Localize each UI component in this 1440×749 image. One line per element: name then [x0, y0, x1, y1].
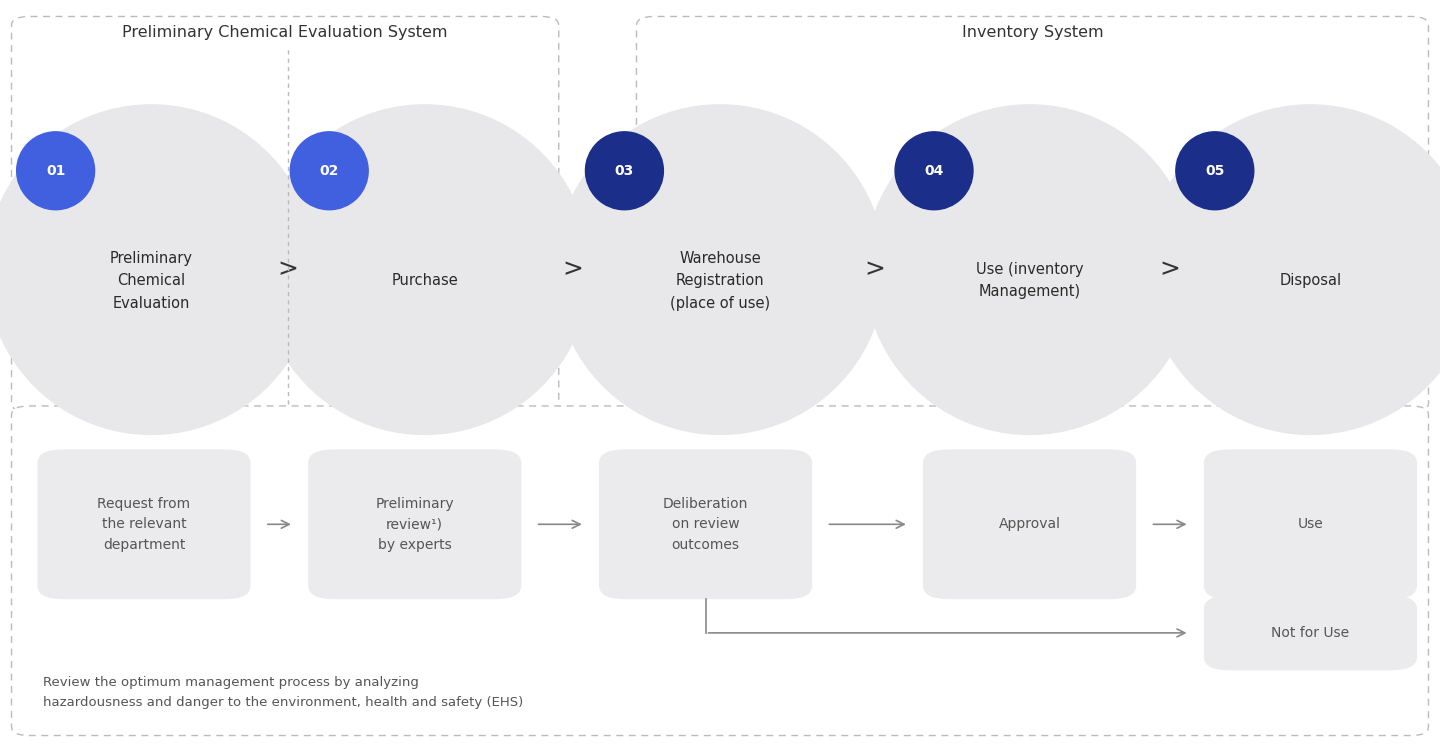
Text: 01: 01	[46, 164, 65, 178]
Text: Inventory System: Inventory System	[962, 25, 1103, 40]
Ellipse shape	[556, 105, 884, 434]
Text: 05: 05	[1205, 164, 1224, 178]
Text: >: >	[278, 258, 298, 282]
FancyBboxPatch shape	[12, 16, 559, 412]
Ellipse shape	[1176, 132, 1254, 210]
Text: Purchase: Purchase	[392, 273, 458, 288]
FancyBboxPatch shape	[12, 406, 1428, 736]
FancyBboxPatch shape	[1204, 595, 1417, 670]
Text: 04: 04	[924, 164, 943, 178]
Text: >: >	[562, 258, 583, 282]
Ellipse shape	[1146, 105, 1440, 434]
Text: Use: Use	[1297, 518, 1323, 531]
Ellipse shape	[896, 132, 973, 210]
Text: Preliminary
Chemical
Evaluation: Preliminary Chemical Evaluation	[109, 251, 193, 311]
Ellipse shape	[865, 105, 1194, 434]
Text: Warehouse
Registration
(place of use): Warehouse Registration (place of use)	[670, 251, 770, 311]
FancyBboxPatch shape	[308, 449, 521, 599]
Text: 02: 02	[320, 164, 338, 178]
Text: Request from
the relevant
department: Request from the relevant department	[98, 497, 190, 552]
Ellipse shape	[291, 132, 369, 210]
Ellipse shape	[586, 132, 664, 210]
Text: Disposal: Disposal	[1279, 273, 1342, 288]
FancyBboxPatch shape	[37, 449, 251, 599]
Text: Use (inventory
Management): Use (inventory Management)	[976, 262, 1083, 300]
Text: Not for Use: Not for Use	[1272, 626, 1349, 640]
Text: 03: 03	[615, 164, 634, 178]
Ellipse shape	[261, 105, 589, 434]
Text: Preliminary Chemical Evaluation System: Preliminary Chemical Evaluation System	[122, 25, 448, 40]
Text: Deliberation
on review
outcomes: Deliberation on review outcomes	[662, 497, 749, 552]
Text: >: >	[864, 258, 886, 282]
Text: Preliminary
review¹)
by experts: Preliminary review¹) by experts	[376, 497, 454, 552]
FancyBboxPatch shape	[1204, 449, 1417, 599]
Ellipse shape	[17, 132, 95, 210]
Text: Approval: Approval	[998, 518, 1061, 531]
Ellipse shape	[0, 105, 315, 434]
FancyBboxPatch shape	[636, 16, 1428, 412]
Text: Review the optimum management process by analyzing
hazardousness and danger to t: Review the optimum management process by…	[43, 676, 524, 709]
FancyBboxPatch shape	[599, 449, 812, 599]
Text: >: >	[1159, 258, 1181, 282]
FancyBboxPatch shape	[923, 449, 1136, 599]
